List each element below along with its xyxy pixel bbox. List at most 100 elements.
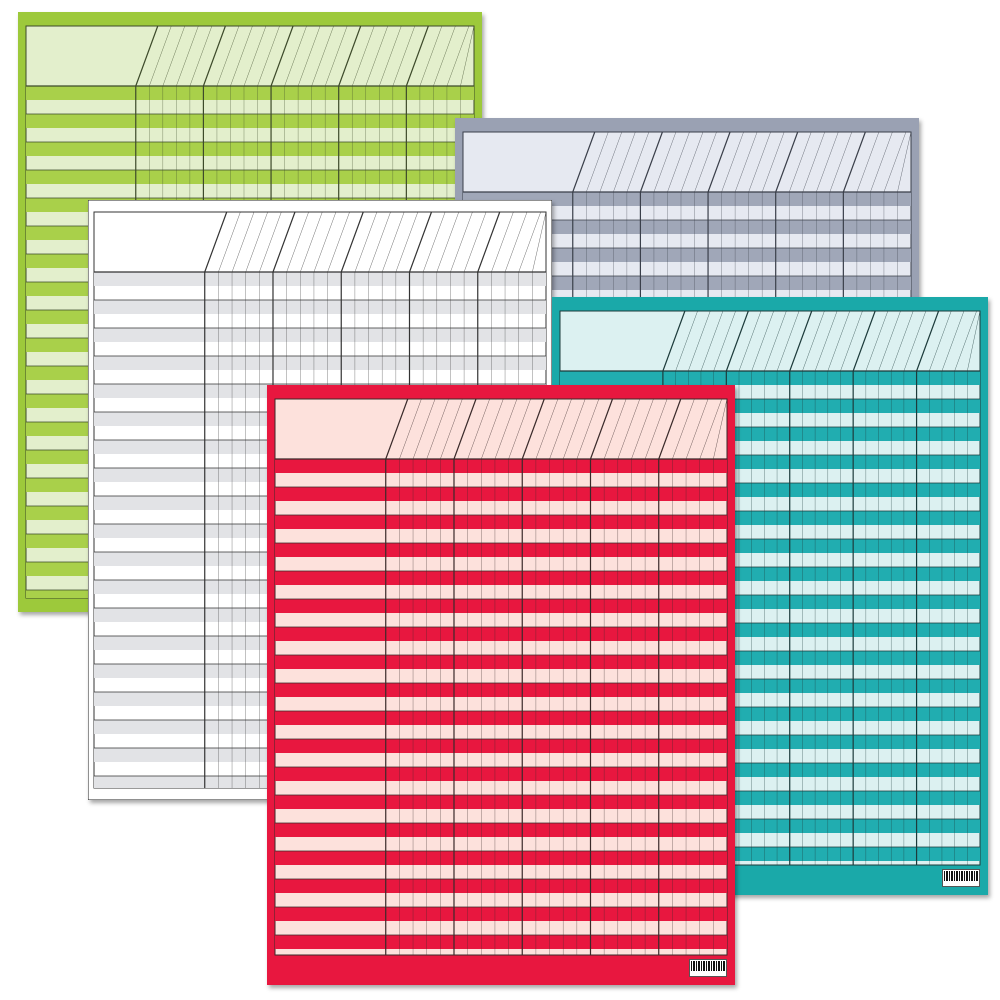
- header-slant-major: [272, 211, 296, 273]
- row-stripe: [275, 683, 727, 697]
- header-slant: [653, 131, 677, 193]
- header-slant: [354, 211, 378, 273]
- header-slant: [176, 25, 199, 87]
- row-stripe: [275, 823, 727, 837]
- header-slant: [494, 398, 518, 460]
- header-slant: [613, 131, 636, 193]
- header-slant: [890, 310, 914, 372]
- header-slant: [419, 25, 443, 87]
- header-slant: [327, 211, 350, 273]
- row-stripe: [275, 459, 727, 473]
- header-slant: [865, 310, 889, 372]
- header-slant: [954, 310, 977, 372]
- header-slant: [694, 131, 717, 193]
- header-slant: [764, 310, 787, 372]
- row-stripe: [26, 142, 474, 156]
- header-slant: [599, 131, 623, 193]
- header-slant-major: [662, 310, 686, 372]
- header-slant: [840, 310, 863, 372]
- header-slant: [381, 211, 405, 273]
- header-slant: [218, 211, 241, 273]
- header-slant: [297, 25, 321, 87]
- header-slant: [392, 25, 416, 87]
- row-stripe: [275, 935, 727, 949]
- header-slant: [379, 25, 402, 87]
- header-slant-major: [385, 398, 409, 460]
- row-stripe: [26, 170, 474, 184]
- header-slant: [365, 25, 388, 87]
- row-stripe: [94, 356, 546, 370]
- header-slant: [856, 131, 880, 193]
- header-slant: [426, 398, 449, 460]
- header-slant: [440, 398, 463, 460]
- header-slant: [929, 310, 952, 372]
- header-slant: [460, 25, 475, 87]
- header-slant-major: [338, 25, 362, 87]
- header-slant: [399, 398, 422, 460]
- header-slant: [463, 211, 487, 273]
- header-slant: [535, 398, 559, 460]
- header-slant: [549, 398, 572, 460]
- header-slant: [603, 398, 627, 460]
- row-stripe: [275, 879, 727, 893]
- row-stripe: [463, 192, 911, 206]
- header-slant: [802, 310, 825, 372]
- row-stripe: [94, 300, 546, 314]
- header-slant-major: [408, 211, 433, 273]
- header-slant: [446, 25, 470, 87]
- header-slant-major: [270, 25, 294, 87]
- header-slant: [738, 310, 762, 372]
- header-slant: [245, 211, 268, 273]
- header-slant: [576, 398, 600, 460]
- header-slant: [903, 310, 927, 372]
- header-slant: [508, 398, 531, 460]
- row-stripe: [463, 276, 911, 290]
- barcode-label: [942, 869, 980, 887]
- header-slant: [562, 398, 586, 460]
- red-incentive-chart: [267, 385, 735, 985]
- header-slant: [748, 131, 771, 193]
- header-slant: [734, 131, 758, 193]
- chart-graphic: [267, 385, 735, 985]
- header-slant: [259, 211, 282, 273]
- header-slant: [700, 310, 724, 372]
- header-slant-major: [658, 398, 682, 460]
- header-slant: [761, 131, 785, 193]
- header-slant: [827, 310, 851, 372]
- header-slant: [586, 131, 609, 193]
- row-stripe: [275, 739, 727, 753]
- header-slant: [491, 211, 514, 273]
- header-slant: [189, 25, 213, 87]
- row-stripe: [26, 86, 474, 100]
- header-slant-major: [477, 211, 501, 273]
- header-slant: [680, 131, 704, 193]
- row-stripe: [275, 795, 727, 809]
- row-stripe: [560, 371, 980, 385]
- row-stripe: [275, 599, 727, 613]
- header-slant-major: [405, 25, 429, 87]
- row-stripe: [94, 272, 546, 286]
- header-slant: [286, 211, 309, 273]
- row-stripe: [275, 515, 727, 529]
- header-slant: [814, 310, 838, 372]
- header-slant-major: [639, 131, 663, 193]
- header-slant-major: [202, 25, 226, 87]
- header-slant: [802, 131, 825, 193]
- header-slant-major: [453, 398, 477, 460]
- header-slant: [230, 25, 253, 87]
- row-stripe: [275, 487, 727, 501]
- header-slant: [257, 25, 280, 87]
- header-slant-major: [725, 310, 749, 372]
- barcode-label: [689, 959, 727, 977]
- header-slant: [313, 211, 337, 273]
- header-slant: [829, 131, 853, 193]
- row-stripe: [463, 220, 911, 234]
- header-slant: [699, 398, 722, 460]
- header-slant-major: [340, 211, 364, 273]
- header-slant: [626, 131, 650, 193]
- header-slant: [617, 398, 641, 460]
- header-slant: [481, 398, 504, 460]
- header-slant: [721, 131, 744, 193]
- header-slant: [878, 310, 901, 372]
- header-slant: [422, 211, 446, 273]
